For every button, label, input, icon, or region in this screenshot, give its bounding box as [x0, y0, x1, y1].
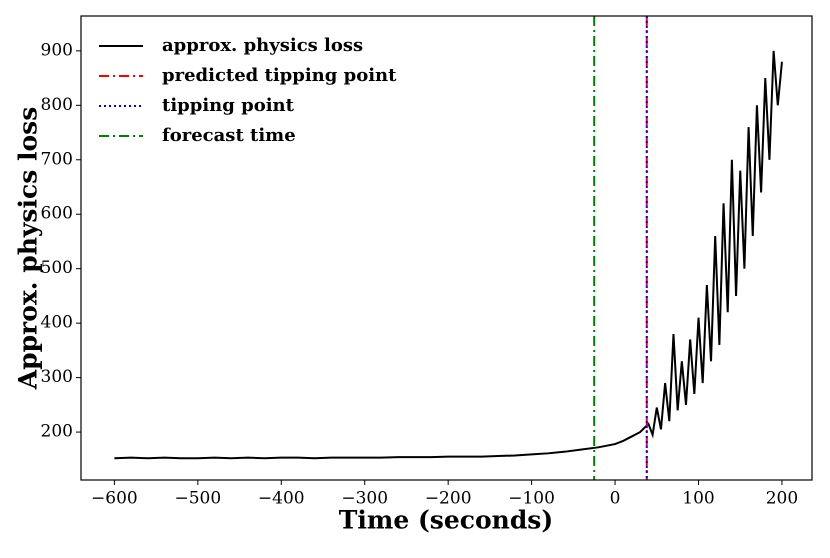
y-tick-label: 500 — [41, 258, 73, 278]
data-line — [114, 50, 783, 460]
legend-label: tipping point — [162, 95, 295, 116]
legend-label: approx. physics loss — [162, 35, 363, 56]
y-tick-label: 800 — [41, 95, 73, 115]
legend-label: forecast time — [162, 125, 296, 146]
x-tick-label: −300 — [341, 489, 388, 509]
legend-label: predicted tipping point — [162, 65, 397, 86]
y-tick-label: 900 — [41, 40, 73, 60]
y-tick-label: 400 — [41, 313, 73, 333]
x-tick-label: 100 — [682, 489, 714, 509]
x-tick-label: 200 — [766, 489, 798, 509]
y-tick-label: 200 — [41, 422, 73, 442]
y-tick-label: 300 — [41, 367, 73, 387]
x-tick-label: −200 — [425, 489, 472, 509]
y-tick-label: 600 — [41, 204, 73, 224]
x-axis-label: Time (seconds) — [339, 506, 553, 535]
x-tick-label: −400 — [258, 489, 305, 509]
y-tick-label: 700 — [41, 149, 73, 169]
x-tick-label: 0 — [610, 489, 621, 509]
y-axis-label: Approx. physics loss — [14, 107, 43, 391]
x-tick-label: −600 — [91, 489, 138, 509]
x-tick-label: −500 — [174, 489, 221, 509]
x-tick-label: −100 — [508, 489, 555, 509]
plot-frame — [80, 15, 813, 481]
